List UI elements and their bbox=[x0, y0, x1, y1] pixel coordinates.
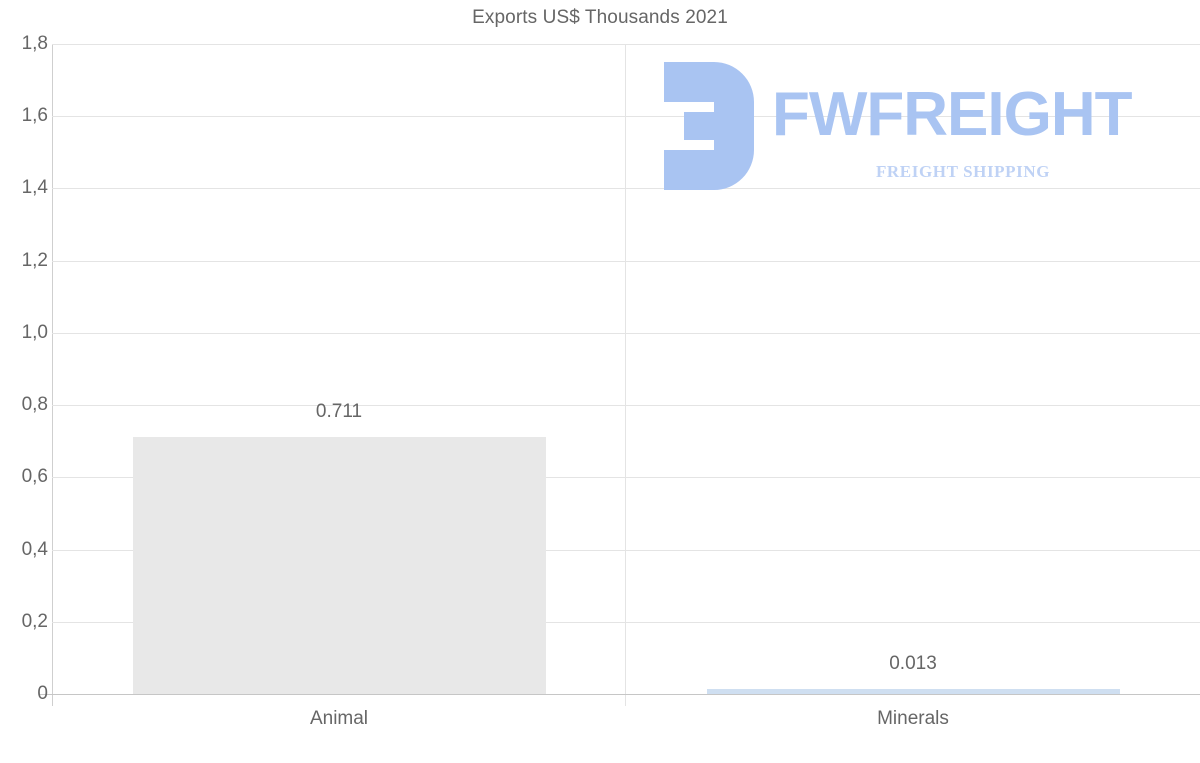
y-axis-tick-label: 1,4 bbox=[21, 177, 48, 199]
bar-animal[interactable] bbox=[132, 437, 546, 694]
y-axis-tick-label: 1,8 bbox=[21, 33, 48, 54]
y-axis-tick-label: 0 bbox=[37, 683, 48, 704]
gridline bbox=[52, 405, 1200, 407]
gridline bbox=[52, 260, 1200, 262]
category-divider-gridline bbox=[625, 44, 626, 706]
y-axis-tick-label: 0,6 bbox=[21, 466, 48, 488]
y-axis-tick-label: 0,4 bbox=[21, 538, 48, 560]
y-axis-line bbox=[52, 44, 53, 706]
gridline bbox=[52, 44, 1200, 45]
plot-area: 1,8 1,6 1,4 1,2 1,0 0,8 0,6 0,4 0,2 0 0.711 0.013 bbox=[22, 33, 1200, 706]
gridline bbox=[52, 332, 1200, 334]
gridline bbox=[52, 188, 1200, 190]
bar-value-label: 0.711 bbox=[315, 401, 363, 423]
gridline bbox=[52, 621, 1200, 623]
x-axis-tick-label-animal: Animal bbox=[309, 708, 369, 729]
bar-value-label: 0.013 bbox=[889, 653, 937, 674]
y-axis-tick-label: 1,0 bbox=[21, 321, 48, 343]
gridline bbox=[52, 549, 1200, 551]
y-axis-tick-label: 1,2 bbox=[21, 249, 48, 271]
bar-minerals[interactable] bbox=[706, 689, 1120, 694]
gridline bbox=[52, 116, 1200, 118]
chart-title: Exports US$ Thousands 2021 bbox=[472, 7, 728, 28]
axis-baseline bbox=[40, 694, 1200, 695]
x-axis-tick-label-minerals: Minerals bbox=[877, 708, 949, 729]
y-axis-tick-label: 1,6 bbox=[21, 105, 48, 127]
y-axis-tick-label: 0,2 bbox=[21, 610, 48, 632]
gridline bbox=[52, 477, 1200, 479]
y-axis-tick-label: 0,8 bbox=[21, 394, 48, 416]
